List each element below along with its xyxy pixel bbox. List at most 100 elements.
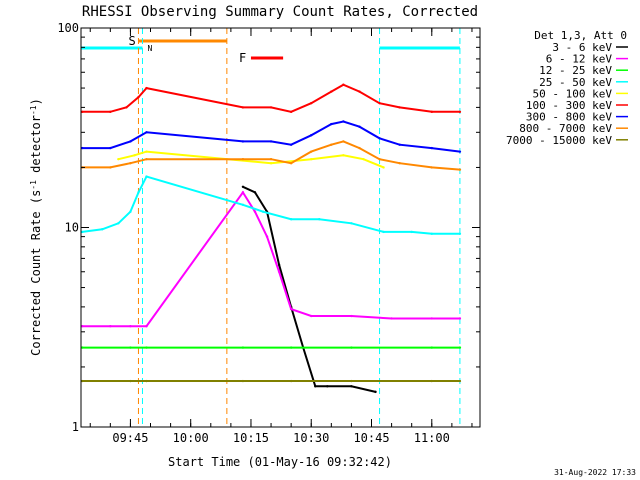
chart-title: RHESSI Observing Summary Count Rates, Co… (82, 4, 478, 20)
series-point-8 (458, 379, 462, 383)
series-point-7 (129, 162, 132, 165)
series-point-0 (253, 191, 257, 194)
series-point-5 (430, 110, 433, 114)
legend-entry-4: 50 - 100 keV (533, 87, 613, 100)
series-point-3 (129, 210, 132, 213)
series-point-0 (374, 390, 377, 394)
series-point-6 (129, 140, 132, 143)
series-point-5 (378, 101, 381, 105)
legend-entry-1: 6 - 12 keV (546, 53, 613, 66)
series-point-1 (145, 325, 148, 328)
series-point-5 (330, 90, 333, 93)
series-point-2 (129, 346, 132, 349)
series-point-1 (277, 270, 281, 273)
series-point-4 (382, 166, 385, 169)
series-point-5 (125, 106, 128, 109)
series-point-3 (137, 191, 140, 194)
series-point-6 (269, 140, 273, 143)
series-point-7 (289, 162, 293, 165)
series-point-6 (330, 122, 333, 126)
series-point-5 (241, 106, 245, 109)
legend-entry-0: 3 - 6 keV (552, 41, 612, 54)
series-point-3 (241, 203, 245, 206)
series-point-1 (289, 307, 293, 311)
series-point-7 (342, 140, 345, 143)
series-point-8 (81, 379, 84, 383)
night-label: N (147, 44, 152, 53)
series-point-1 (310, 314, 313, 318)
series-point-6 (241, 140, 245, 143)
series-point-7 (241, 157, 245, 161)
x-tick-label: 09:45 (112, 431, 148, 445)
series-point-0 (277, 263, 281, 267)
series-point-8 (350, 379, 353, 383)
series-point-8 (145, 379, 148, 383)
series-point-5 (145, 86, 148, 90)
legend-entry-8: 7000 - 15000 keV (506, 134, 612, 147)
series-point-0 (350, 385, 353, 388)
y-tick-label: 1 (72, 420, 79, 434)
series-point-1 (109, 325, 112, 328)
x-tick-label: 10:00 (173, 431, 209, 445)
series-line-1 (82, 190, 460, 328)
series-point-2 (145, 346, 148, 349)
annotation-layer: S N F (81, 28, 461, 427)
series-point-7 (358, 146, 361, 150)
series-point-6 (398, 143, 401, 146)
x-tick-label: 11:00 (414, 431, 450, 445)
series-point-7 (398, 162, 401, 165)
series-point-3 (117, 222, 120, 225)
series-point-3 (101, 228, 104, 231)
series-point-5 (342, 83, 345, 86)
series-point-5 (81, 110, 84, 114)
axes-layer: 1 10 100 09:45 10:00 10:15 10:30 10:45 11:00 (57, 21, 480, 445)
series-point-6 (358, 125, 361, 128)
series-point-3 (382, 230, 385, 234)
series-point-5 (289, 110, 293, 114)
series-point-2 (430, 346, 433, 349)
series-point-4 (342, 154, 345, 157)
series-point-8 (241, 379, 245, 383)
legend-title: Det 1,3, Att 0 (534, 29, 627, 42)
series-point-0 (241, 185, 245, 188)
series-point-1 (458, 317, 462, 320)
series-point-5 (109, 110, 112, 114)
series-point-2 (289, 346, 293, 349)
series-point-3 (289, 218, 293, 221)
series-point-6 (145, 131, 148, 134)
series-point-7 (430, 166, 433, 169)
series-line-0 (242, 185, 376, 393)
legend-entry-2: 12 - 25 keV (539, 64, 612, 77)
x-tick-label: 10:15 (233, 431, 269, 445)
series-point-4 (310, 157, 313, 161)
series-point-4 (269, 162, 273, 165)
legend-entry-6: 300 - 800 keV (526, 111, 612, 124)
footer-date: 31-Aug-2022 17:33 (554, 468, 636, 477)
flare-label: F (239, 51, 246, 65)
series-point-1 (430, 317, 433, 320)
series-point-7 (330, 143, 333, 146)
series-point-2 (350, 346, 353, 349)
series-point-2 (458, 346, 462, 349)
series-point-4 (145, 150, 148, 153)
series-point-7 (310, 150, 313, 153)
series-point-5 (398, 106, 401, 109)
plot-frame (80, 27, 481, 428)
series-point-3 (81, 230, 84, 234)
series-point-1 (390, 317, 393, 320)
series-point-5 (310, 101, 313, 105)
saa-label: S (128, 34, 135, 48)
series-point-5 (358, 90, 361, 93)
series-point-7 (458, 168, 462, 171)
series-point-6 (289, 143, 293, 146)
series-point-6 (378, 137, 381, 140)
series-point-3 (430, 232, 433, 235)
series-line-4 (118, 150, 384, 169)
series-point-6 (310, 134, 313, 137)
series-point-6 (458, 150, 462, 153)
series-point-3 (458, 232, 462, 235)
series-point-8 (129, 379, 132, 383)
series-point-6 (109, 146, 112, 150)
series-layer (81, 83, 462, 394)
series-point-3 (318, 218, 321, 221)
